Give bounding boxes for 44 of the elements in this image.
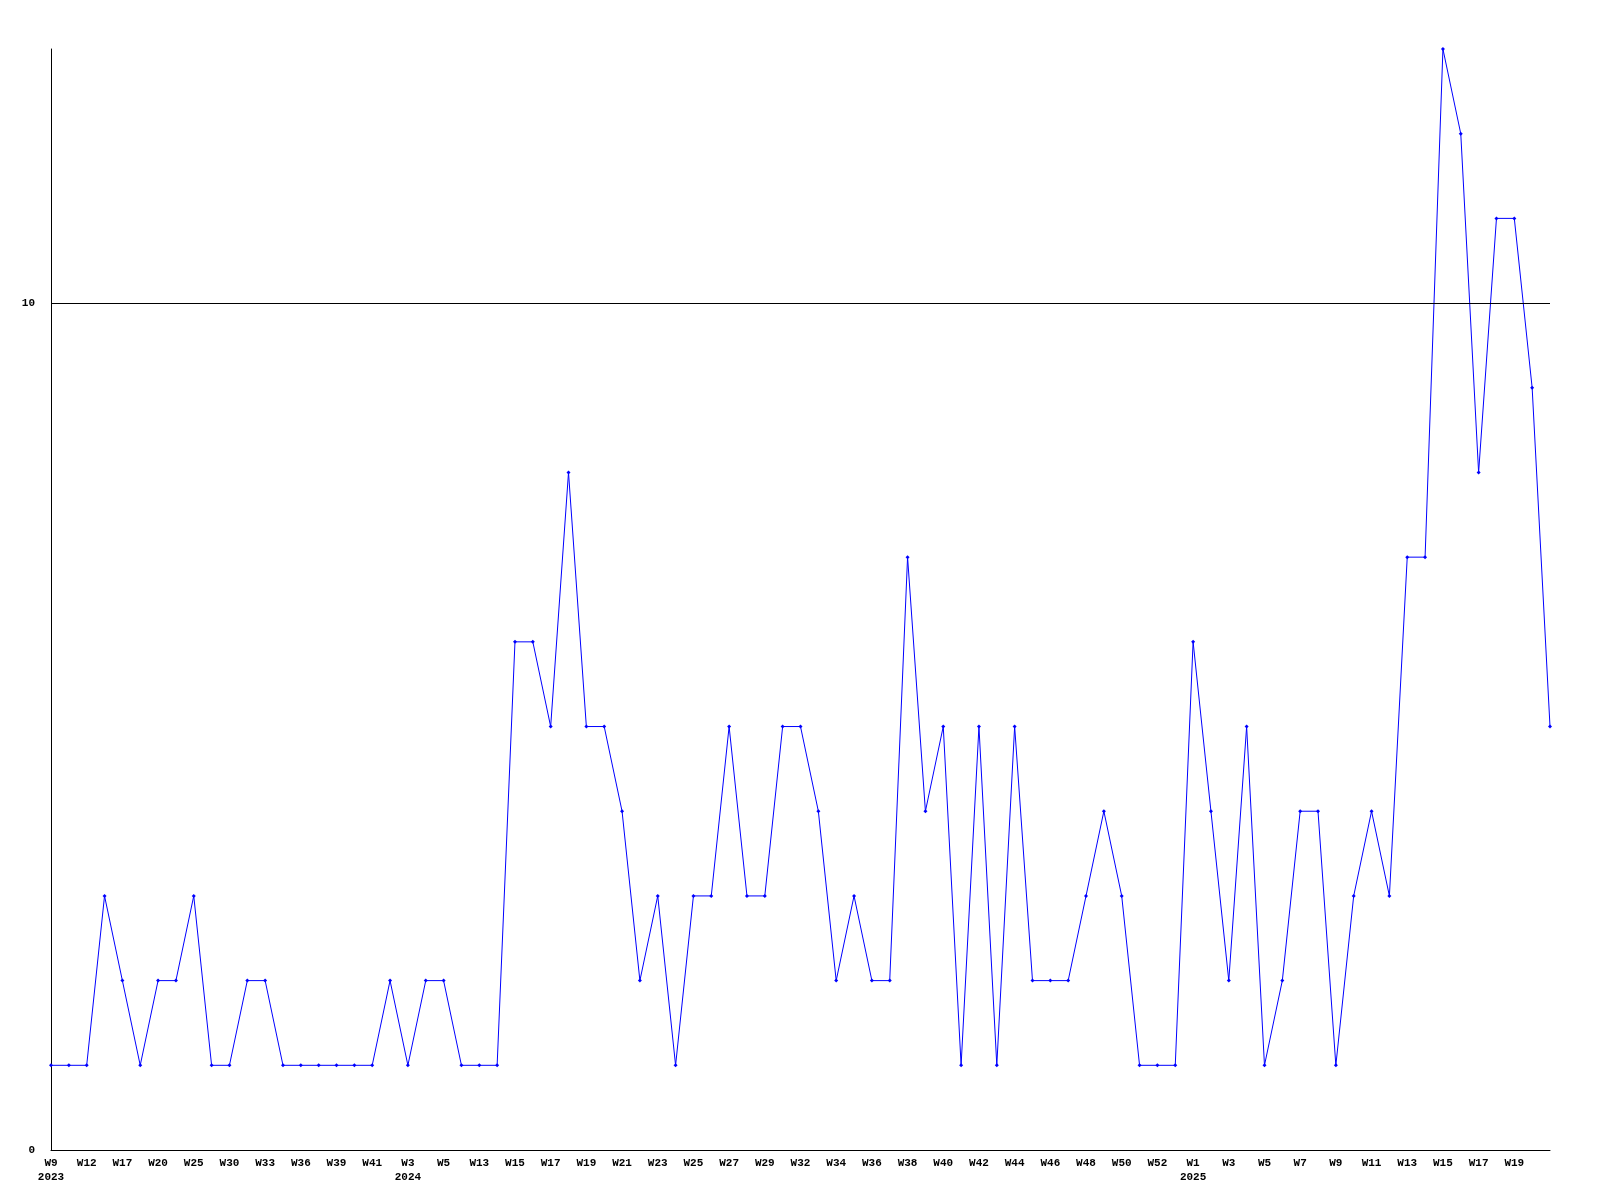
- x-tick-label: W9: [1329, 1157, 1343, 1169]
- x-tick-label: W1 2025: [1179, 1157, 1207, 1183]
- x-tick-label: W30: [219, 1157, 240, 1169]
- x-tick-label: W36: [290, 1157, 311, 1169]
- x-tick-label: W40: [933, 1157, 954, 1169]
- x-tick-label: W48: [1076, 1157, 1097, 1169]
- x-tick-label: W19: [576, 1157, 597, 1169]
- x-tick-label: W38: [897, 1157, 918, 1169]
- x-tick-label: W25: [683, 1157, 704, 1169]
- x-tick-label: W19: [1504, 1157, 1525, 1169]
- x-tick-label: W27: [719, 1157, 740, 1169]
- x-tick-label: W42: [969, 1157, 989, 1169]
- x-tick-label: W50: [1111, 1157, 1132, 1169]
- x-tick-label: W36: [861, 1157, 882, 1169]
- x-tick-label: W17: [1468, 1157, 1489, 1169]
- y-tick-label: 10: [21, 297, 35, 310]
- x-tick-label: W11: [1361, 1157, 1382, 1169]
- x-tick-label: W52: [1147, 1157, 1168, 1169]
- x-tick-label: W44: [1004, 1157, 1025, 1169]
- x-tick-label: W5: [436, 1157, 451, 1169]
- x-tick-label: W20: [148, 1157, 168, 1169]
- x-tick-label: W25: [183, 1157, 205, 1169]
- x-tick-label: W41: [362, 1157, 383, 1169]
- x-tick-label: W9 2023: [37, 1157, 65, 1183]
- x-tick-label: W15: [505, 1157, 526, 1169]
- x-tick-label: W32: [790, 1157, 811, 1169]
- x-tick-label: W12: [76, 1157, 97, 1169]
- x-tick-label: W46: [1040, 1157, 1061, 1169]
- x-tick-label: W21: [612, 1157, 633, 1169]
- x-tick-label: W3 2024: [394, 1157, 422, 1183]
- x-tick-label: W13: [1397, 1157, 1418, 1169]
- x-tick-label: W39: [326, 1157, 347, 1169]
- x-tick-label: W13: [469, 1157, 490, 1169]
- x-tick-label: W17: [540, 1157, 561, 1169]
- x-tick-label: W29: [754, 1157, 775, 1169]
- x-tick-label: W15: [1433, 1157, 1454, 1169]
- y-tick-label: 0: [28, 1144, 35, 1156]
- x-tick-label: W7: [1293, 1157, 1307, 1169]
- x-tick-label: W17: [112, 1157, 133, 1169]
- x-tick-label: W3: [1222, 1157, 1236, 1169]
- x-tick-label: W5: [1257, 1157, 1272, 1169]
- x-tick-label: W23: [647, 1157, 669, 1169]
- x-tick-label: W33: [255, 1157, 276, 1169]
- x-tick-label: W34: [826, 1157, 847, 1169]
